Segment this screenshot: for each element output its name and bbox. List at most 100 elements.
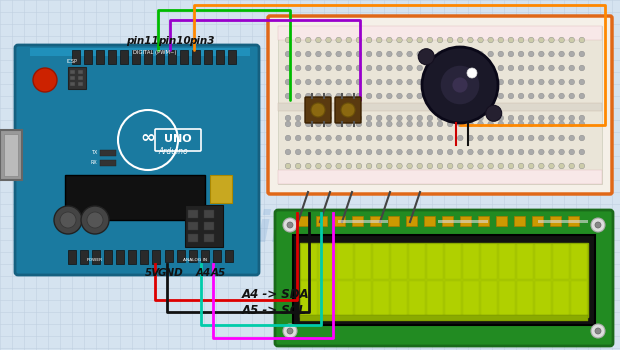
Bar: [571, 244, 587, 279]
Circle shape: [306, 115, 311, 121]
Circle shape: [559, 149, 564, 155]
Circle shape: [427, 135, 433, 141]
Circle shape: [448, 121, 453, 127]
Circle shape: [595, 222, 601, 228]
Bar: [442, 216, 453, 226]
Bar: [481, 244, 497, 279]
Circle shape: [376, 65, 382, 71]
Circle shape: [285, 37, 291, 43]
Bar: [445, 281, 461, 316]
Bar: [463, 281, 479, 316]
Bar: [104, 250, 112, 264]
Bar: [68, 250, 76, 264]
Circle shape: [488, 163, 494, 169]
Text: ardui: ardui: [42, 206, 189, 254]
Circle shape: [295, 79, 301, 85]
Circle shape: [376, 149, 382, 155]
Circle shape: [336, 121, 342, 127]
Bar: [496, 216, 507, 226]
Bar: [116, 250, 124, 264]
Circle shape: [316, 121, 321, 127]
Bar: [535, 244, 551, 279]
Circle shape: [283, 218, 297, 232]
Circle shape: [316, 51, 321, 57]
Circle shape: [579, 115, 585, 121]
Circle shape: [397, 65, 402, 71]
Circle shape: [559, 93, 564, 99]
Circle shape: [448, 65, 453, 71]
Circle shape: [539, 65, 544, 71]
Circle shape: [452, 77, 468, 93]
Circle shape: [295, 121, 301, 127]
Bar: [204, 50, 212, 64]
Circle shape: [356, 163, 361, 169]
Circle shape: [559, 163, 564, 169]
Circle shape: [467, 51, 473, 57]
Circle shape: [386, 51, 392, 57]
Circle shape: [508, 149, 514, 155]
Circle shape: [397, 149, 402, 155]
Circle shape: [569, 121, 575, 127]
Bar: [517, 281, 533, 316]
Circle shape: [346, 79, 352, 85]
Circle shape: [336, 37, 342, 43]
Circle shape: [508, 65, 514, 71]
Circle shape: [417, 163, 423, 169]
Circle shape: [285, 65, 291, 71]
Circle shape: [306, 163, 311, 169]
Circle shape: [33, 68, 57, 92]
Circle shape: [488, 115, 494, 121]
Bar: [140, 250, 148, 264]
Circle shape: [386, 163, 392, 169]
Circle shape: [366, 135, 372, 141]
Circle shape: [467, 65, 473, 71]
Circle shape: [422, 47, 498, 123]
Circle shape: [326, 135, 331, 141]
Circle shape: [488, 51, 494, 57]
Circle shape: [366, 51, 372, 57]
Circle shape: [579, 121, 585, 127]
Circle shape: [316, 163, 321, 169]
Bar: [499, 244, 515, 279]
FancyBboxPatch shape: [268, 16, 612, 194]
Circle shape: [295, 163, 301, 169]
Circle shape: [559, 65, 564, 71]
Circle shape: [397, 37, 402, 43]
Text: pin11: pin11: [126, 36, 158, 46]
Circle shape: [295, 149, 301, 155]
Circle shape: [306, 121, 311, 127]
Text: DIGITAL (PWM~): DIGITAL (PWM~): [133, 50, 177, 55]
FancyBboxPatch shape: [305, 97, 331, 123]
Circle shape: [448, 135, 453, 141]
Circle shape: [518, 79, 524, 85]
Circle shape: [283, 324, 297, 338]
Bar: [514, 216, 525, 226]
Circle shape: [386, 135, 392, 141]
Circle shape: [478, 115, 484, 121]
Bar: [228, 50, 236, 64]
Bar: [300, 315, 588, 321]
Circle shape: [591, 324, 605, 338]
Bar: [120, 50, 128, 64]
Circle shape: [579, 79, 585, 85]
Circle shape: [417, 149, 423, 155]
Circle shape: [488, 121, 494, 127]
Circle shape: [448, 37, 453, 43]
Circle shape: [467, 121, 473, 127]
Circle shape: [407, 65, 412, 71]
Circle shape: [437, 65, 443, 71]
Circle shape: [539, 37, 544, 43]
Circle shape: [528, 115, 534, 121]
Circle shape: [397, 163, 402, 169]
Circle shape: [498, 79, 503, 85]
Text: UNO: UNO: [164, 134, 192, 144]
Circle shape: [539, 149, 544, 155]
Circle shape: [595, 328, 601, 334]
Circle shape: [579, 65, 585, 71]
Circle shape: [285, 121, 291, 127]
Circle shape: [285, 149, 291, 155]
Circle shape: [376, 51, 382, 57]
Circle shape: [366, 65, 372, 71]
Circle shape: [285, 79, 291, 85]
Circle shape: [528, 65, 534, 71]
